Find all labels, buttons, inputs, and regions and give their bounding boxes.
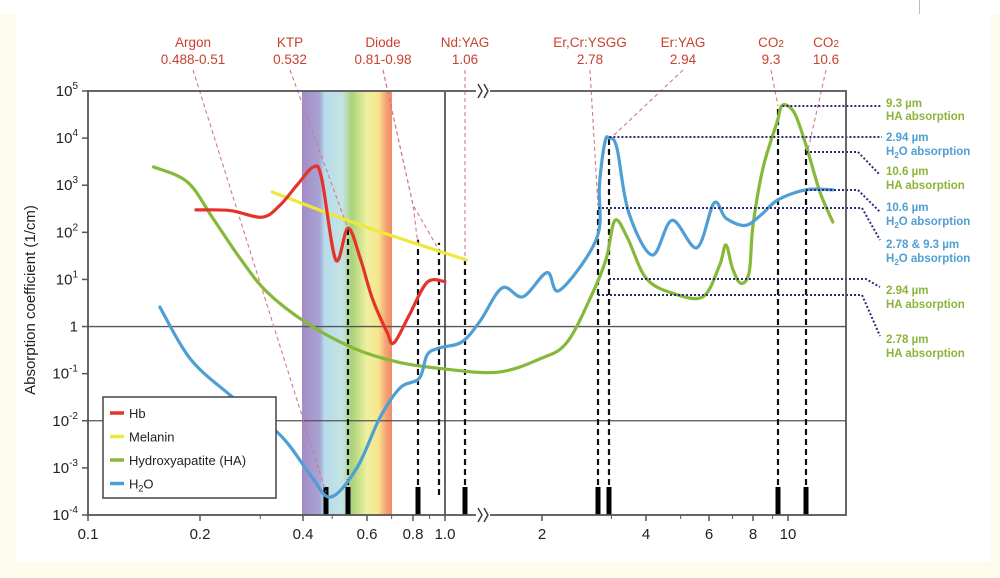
annotation-leader	[609, 278, 881, 288]
legend-label: Hb	[129, 406, 146, 421]
laser-wavelength-marker	[462, 487, 468, 515]
annotation-wavelength: 2.94 µm	[886, 132, 928, 144]
y-tick-label: 103	[56, 175, 79, 194]
laser-leader-line	[192, 69, 327, 493]
series-line-hydroxyapatite	[151, 103, 835, 375]
laser-name-label: Er,Cr:YSGG	[553, 35, 627, 50]
annotation-wavelength: 2.94 µm	[886, 285, 928, 297]
annotation-description: H2O absorption	[886, 216, 970, 230]
annotation-leader	[806, 151, 881, 176]
plot-frame	[87, 90, 847, 516]
annotation-description: HA absorption	[886, 111, 965, 123]
laser-name-label: CO2	[758, 35, 784, 50]
x-tick-label: 10	[780, 526, 797, 543]
laser-name-label: KTP	[277, 35, 303, 50]
annotation-leader	[806, 189, 881, 213]
x-tick-label: 0.2	[190, 526, 211, 543]
y-tick-label: 10-3	[52, 458, 78, 477]
annotation-description: HA absorption	[886, 299, 965, 311]
laser-wavelength-marker	[345, 487, 351, 515]
laser-wavelength-label: 9.3	[762, 52, 781, 67]
y-tick-label: 10-2	[52, 411, 78, 430]
laser-wavelength-marker	[775, 487, 781, 515]
annotation-wavelength: 2.78 & 9.3 µm	[886, 239, 959, 251]
axis-break-icon	[477, 83, 489, 99]
x-tick-label: 0.4	[293, 526, 314, 543]
laser-wavelength-label: 0.488-0.51	[161, 52, 226, 67]
laser-name-label: Er:YAG	[661, 35, 706, 50]
legend-box	[102, 396, 277, 499]
y-tick-label: 101	[56, 269, 79, 288]
x-tick-label: 0.1	[78, 526, 99, 543]
x-tick-label: 6	[705, 526, 713, 543]
x-tick-label: 0.6	[357, 526, 378, 543]
laser-name-label: Nd:YAG	[441, 35, 490, 50]
y-tick-label: 104	[56, 128, 79, 147]
annotation-description: H2O absorption	[886, 146, 970, 160]
laser-wavelength-label: 2.78	[577, 52, 603, 67]
y-tick-label: 105	[56, 81, 79, 100]
laser-name-label: Argon	[175, 35, 211, 50]
x-tick-label: 4	[642, 526, 650, 543]
laser-leader-line	[589, 69, 599, 207]
annotation-description: HA absorption	[886, 348, 965, 360]
laser-wavelength-marker	[803, 487, 809, 515]
annotation-wavelength: 10.6 µm	[886, 202, 928, 214]
laser-wavelength-label: 1.06	[452, 52, 478, 67]
laser-wavelength-marker	[606, 487, 612, 515]
laser-leader-line	[611, 69, 684, 138]
laser-wavelength-label: 2.94	[670, 52, 697, 67]
laser-name-label: Diode	[365, 35, 400, 50]
laser-name-label: CO2	[813, 35, 839, 50]
x-tick-label: 2	[538, 526, 546, 543]
series-line-melanin	[270, 190, 468, 262]
x-tick-label: 0.8	[403, 526, 424, 543]
annotation-description: HA absorption	[886, 180, 965, 192]
y-tick-label: 10-4	[52, 505, 78, 524]
x-tick-label: 1.0	[435, 526, 456, 543]
divider	[919, 0, 920, 14]
series-line-hb	[194, 164, 447, 346]
annotation-wavelength: 2.78 µm	[886, 334, 928, 346]
annotation-leader	[598, 207, 881, 241]
legend-label: H2O	[129, 477, 154, 494]
laser-wavelength-label: 0.81-0.98	[354, 52, 411, 67]
y-axis-label: Absorption coefficient (1/cm)	[22, 205, 39, 395]
laser-leader-line	[770, 69, 779, 107]
annotation-wavelength: 9.3 µm	[886, 98, 922, 110]
y-tick-label: 10-1	[52, 364, 78, 383]
laser-wavelength-label: 10.6	[813, 52, 839, 67]
series-line-h2o	[158, 135, 835, 499]
y-tick-label: 102	[56, 222, 79, 241]
y-tick-label: 1	[70, 319, 78, 336]
laser-wavelength-marker	[323, 487, 329, 515]
legend-label: Melanin	[129, 430, 175, 445]
x-tick-label: 8	[749, 526, 757, 543]
laser-wavelength-label: 0.532	[273, 52, 307, 67]
laser-wavelength-marker	[595, 487, 601, 515]
legend-label: Hydroxyapatite (HA)	[129, 453, 246, 468]
annotation-description: H2O absorption	[886, 253, 970, 267]
annotation-leader	[598, 294, 881, 337]
annotation-wavelength: 10.6 µm	[886, 166, 928, 178]
laser-wavelength-marker	[415, 487, 421, 515]
axis-break-icon	[477, 507, 489, 523]
